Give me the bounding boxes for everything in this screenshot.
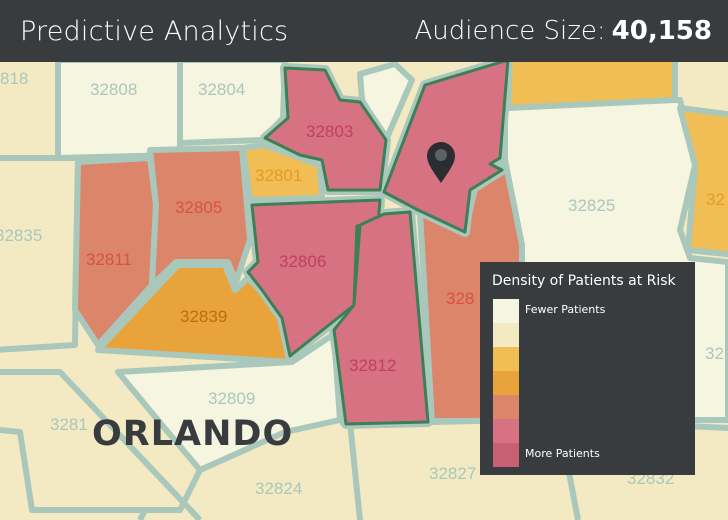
legend-swatch (493, 299, 519, 323)
road (137, 508, 148, 520)
zip-label: 32827 (429, 464, 476, 483)
zip-label: 818 (0, 69, 28, 88)
legend-swatch (493, 395, 519, 419)
legend: Density of Patients at Risk Fewer Patien… (480, 262, 695, 475)
zip-label: 32801 (255, 166, 302, 185)
zip-label: 32803 (306, 122, 353, 141)
zip-label: 32 (706, 190, 725, 209)
region-32809 (115, 331, 343, 473)
region-32835 (0, 155, 81, 353)
zip-label: 328 (446, 289, 474, 308)
audience-size: Audience Size: 40,158 (415, 16, 713, 46)
city-label: ORLANDO (92, 414, 293, 454)
app-title: Predictive Analytics (20, 15, 289, 47)
region-north (357, 62, 415, 143)
legend-swatch (493, 371, 519, 395)
region-32808 (55, 62, 183, 161)
road (0, 427, 203, 513)
region-32817 (505, 62, 678, 111)
zip-label: 32811 (86, 250, 132, 269)
road (0, 369, 203, 520)
zip-label: 32812 (349, 356, 396, 375)
zip-label: 32825 (568, 196, 615, 215)
zip-label: 32808 (90, 80, 137, 99)
zip-label: 32824 (255, 479, 302, 498)
zip-label: 3281 (50, 415, 88, 434)
zip-label: 32806 (279, 252, 326, 271)
region-right-yellow (677, 105, 728, 258)
zip-label: 32839 (180, 307, 227, 326)
legend-swatch (493, 323, 519, 347)
app-header: Predictive Analytics Audience Size: 40,15… (0, 0, 728, 62)
zip-label: 32835 (0, 226, 42, 245)
zip-label: 32 (705, 344, 724, 363)
zip-label: 32805 (175, 198, 222, 217)
legend-title: Density of Patients at Risk (492, 273, 676, 289)
zip-label: 32809 (208, 389, 255, 408)
legend-swatch (493, 443, 519, 467)
legend-high-label: More Patients (525, 447, 600, 460)
road (347, 421, 363, 520)
audience-size-value: 40,158 (611, 16, 712, 46)
legend-swatch (493, 347, 519, 371)
legend-low-label: Fewer Patients (525, 303, 606, 316)
audience-size-label: Audience Size: (414, 16, 606, 46)
legend-swatch (493, 419, 519, 443)
zip-label: 32804 (198, 80, 245, 99)
map-pin-icon[interactable] (427, 142, 455, 183)
